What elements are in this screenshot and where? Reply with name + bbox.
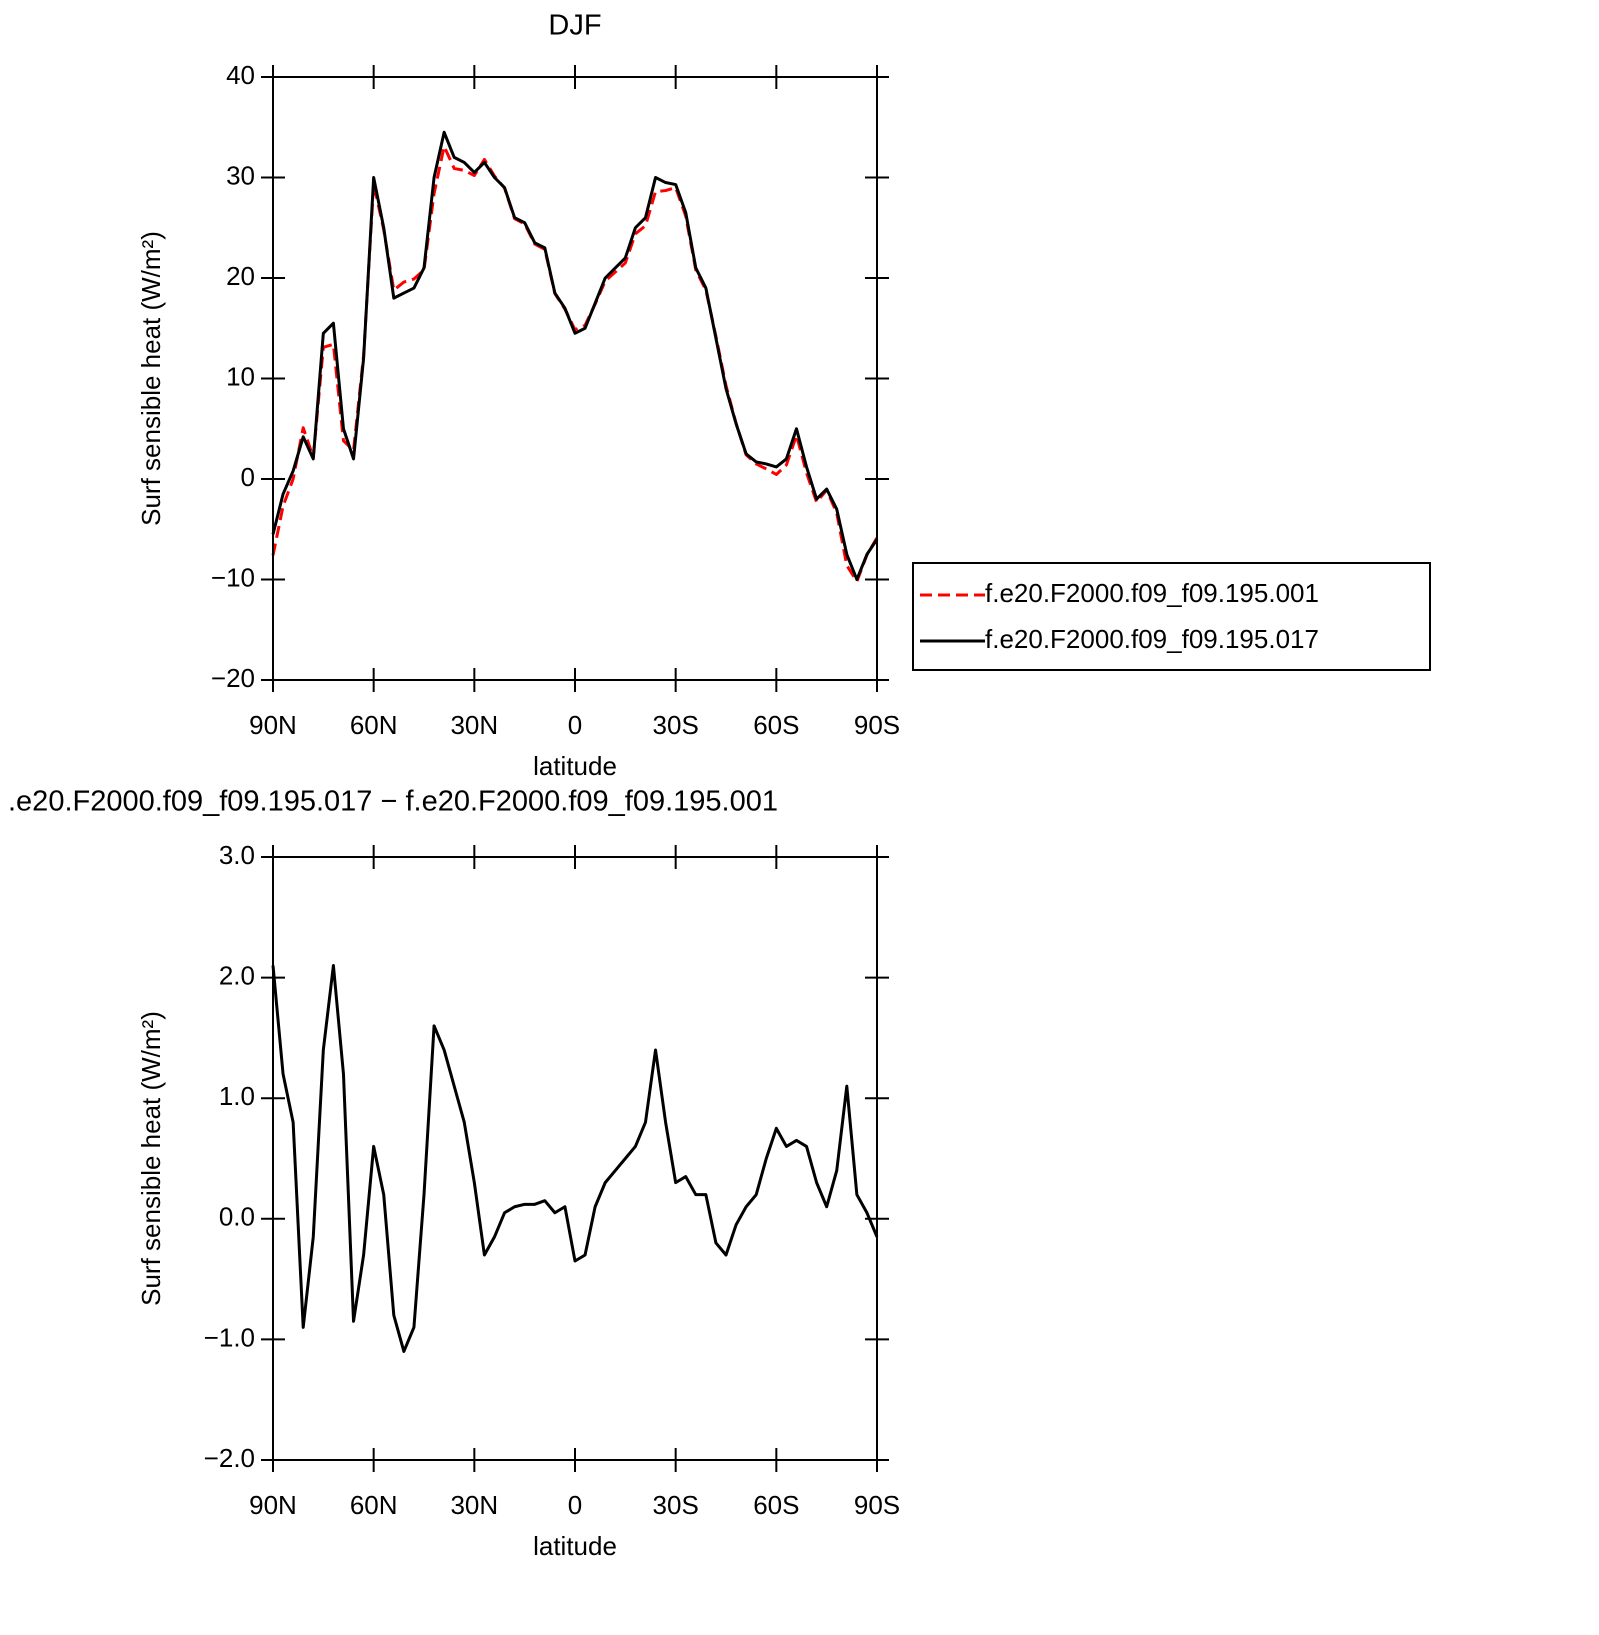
- x-tick-label: 90S: [854, 1490, 900, 1520]
- y-tick-label: 3.0: [219, 840, 255, 870]
- x-tick-label: 60N: [350, 1490, 398, 1520]
- y-tick-label: 30: [226, 160, 255, 190]
- y-tick-label: −10: [211, 562, 255, 592]
- y-tick-label: −2.0: [204, 1443, 255, 1473]
- x-tick-label: 30S: [653, 1490, 699, 1520]
- x-tick-label: 0: [568, 710, 582, 740]
- legend-box: [912, 562, 1431, 671]
- data-line: [271, 130, 879, 581]
- x-tick-label: 30N: [450, 710, 498, 740]
- y-tick-label: 0.0: [219, 1202, 255, 1232]
- x-tick-label: 0: [568, 1490, 582, 1520]
- y-axis-label: Surf sensible heat (W/m²): [136, 1011, 166, 1306]
- x-axis-label: latitude: [533, 751, 617, 781]
- y-tick-label: −20: [211, 663, 255, 693]
- legend-label: f.e20.F2000.f09_f09.195.017: [985, 624, 1319, 654]
- y-axis-label: Surf sensible heat (W/m²): [136, 231, 166, 526]
- y-tick-label: 20: [226, 261, 255, 291]
- legend-label: f.e20.F2000.f09_f09.195.001: [985, 578, 1319, 608]
- y-tick-label: 40: [226, 60, 255, 90]
- x-tick-label: 90N: [249, 1490, 297, 1520]
- x-tick-label: 30N: [450, 1490, 498, 1520]
- y-tick-label: 10: [226, 361, 255, 391]
- y-tick-label: −1.0: [204, 1322, 255, 1352]
- y-tick-label: 2.0: [219, 960, 255, 990]
- data-line: [271, 964, 879, 1353]
- chart-title: DJF: [548, 10, 601, 42]
- x-tick-label: 60S: [753, 710, 799, 740]
- plot-frame: [272, 76, 878, 681]
- plot-frame: [272, 856, 878, 1461]
- x-axis-label: latitude: [533, 1531, 617, 1561]
- x-tick-label: 90N: [249, 710, 297, 740]
- x-tick-label: 90S: [854, 710, 900, 740]
- x-tick-label: 60S: [753, 1490, 799, 1520]
- chart-title: .e20.F2000.f09_f09.195.017 − f.e20.F2000…: [8, 786, 778, 818]
- x-tick-label: 30S: [653, 710, 699, 740]
- x-tick-label: 60N: [350, 710, 398, 740]
- y-tick-label: 0: [241, 462, 255, 492]
- y-tick-label: 1.0: [219, 1081, 255, 1111]
